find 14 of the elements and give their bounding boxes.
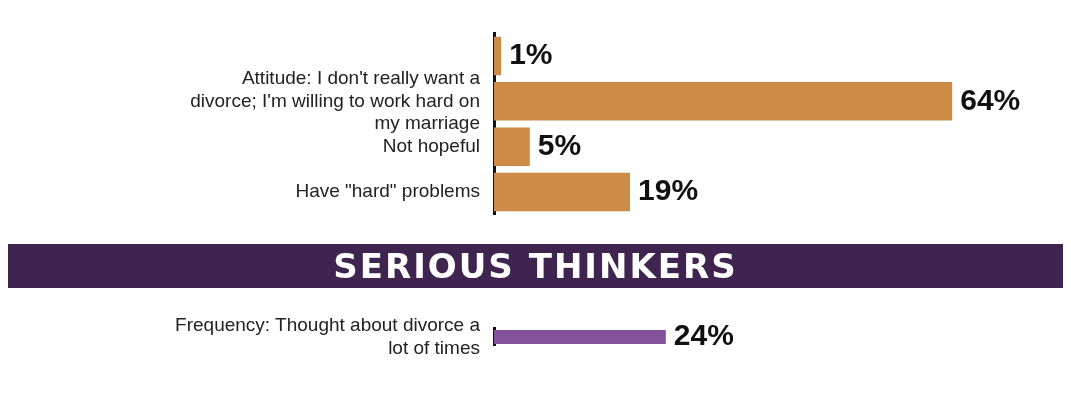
bar [494, 82, 953, 121]
y-tick-label: Attitude: I don't really want a divorce; I'm willing to work hard on my marriage [190, 66, 481, 134]
bar [494, 127, 530, 166]
data-label: 1% [509, 37, 553, 71]
bar [494, 172, 631, 212]
bar [494, 36, 502, 76]
data-label: 24% [673, 318, 734, 352]
data-label: 64% [960, 82, 1021, 116]
y-tick-label: Have "hard" problems [295, 180, 480, 202]
data-label: 5% [537, 127, 582, 161]
data-label: 19% [638, 173, 699, 207]
y-tick-label: Not hopeful [382, 134, 480, 156]
y-tick-label: Frequency: Thought about divorce a lot of times [175, 313, 481, 358]
chart-title: SERIOUS THINKERS [8, 244, 1063, 288]
